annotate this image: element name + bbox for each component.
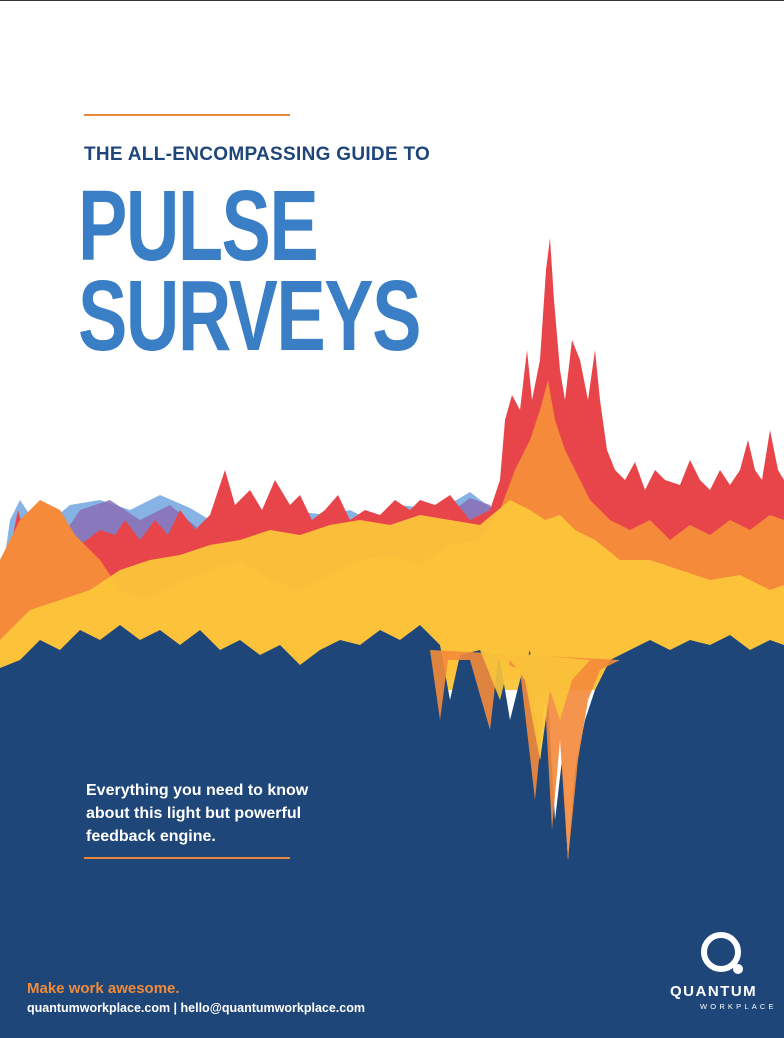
wave-dip-orange (430, 650, 620, 860)
top-accent-rule (84, 114, 290, 116)
wave-dip-yellow (480, 650, 590, 760)
cover-eyebrow: THE ALL-ENCOMPASSING GUIDE TO (84, 144, 431, 165)
cover-tagline: Everything you need to know about this l… (86, 782, 309, 845)
logo-subtitle: WORKPLACE (700, 1002, 777, 1011)
footer-slogan: Make work awesome. (27, 980, 180, 997)
quantum-logo: QUANTUM WORKPLACE (668, 928, 778, 1018)
logo-name: QUANTUM (670, 983, 758, 1000)
top-border (0, 0, 784, 1)
cover-title-line2: SURVEYS (78, 260, 421, 372)
bottom-accent-rule (84, 857, 290, 859)
quantum-q-icon (701, 932, 743, 974)
footer-contact[interactable]: quantumworkplace.com | hello@quantumwork… (27, 1001, 365, 1015)
cover-title-line1: PULSE (78, 170, 319, 282)
navy-base (0, 625, 784, 1038)
